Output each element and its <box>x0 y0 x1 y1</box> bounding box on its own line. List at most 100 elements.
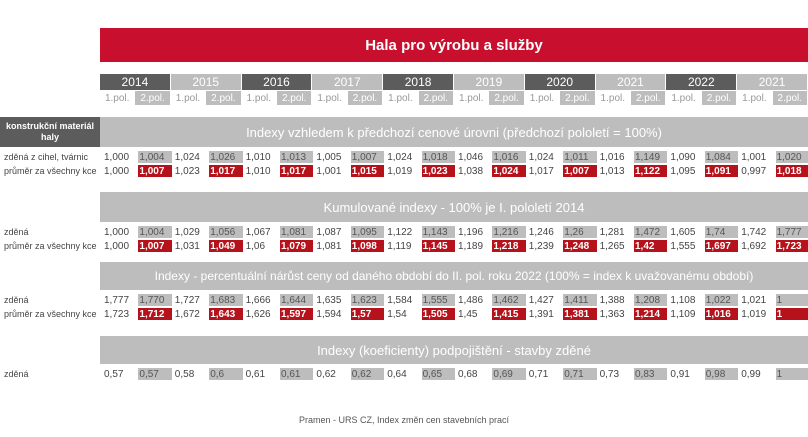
row-label: zděná <box>4 227 29 237</box>
value-cell: 1,623 <box>350 294 385 306</box>
value-cell: 1,007 <box>350 151 385 163</box>
page-title: Hala pro výrobu a služby <box>100 28 808 62</box>
value-cell: 1,189 <box>458 240 484 252</box>
value-cell: 1,022 <box>704 294 739 306</box>
value-cell: 0,997 <box>741 165 767 177</box>
value-cell: 1,388 <box>599 294 625 306</box>
value-cell: 1,712 <box>138 308 172 320</box>
value-cell: 1,038 <box>458 165 484 177</box>
value-cell: 1,007 <box>563 165 597 177</box>
year-label: 2022 <box>666 74 737 90</box>
row-label: průměr za všechny kce <box>4 166 97 176</box>
value-cell: 1,74 <box>704 226 739 238</box>
half-year-label: 2.pol. <box>206 91 241 105</box>
value-cell: 1,023 <box>421 165 455 177</box>
value-cell: 1,216 <box>492 226 526 238</box>
value-cell: 1,122 <box>634 165 668 177</box>
value-cell: 0,71 <box>563 368 597 380</box>
value-cell: 1,026 <box>209 151 243 163</box>
value-cell: 1,000 <box>104 240 130 252</box>
value-cell: 1,010 <box>245 165 271 177</box>
value-cell: 0,98 <box>704 368 739 380</box>
section-title: Kumulované indexy - 100% je I. pololetí … <box>100 192 808 222</box>
value-cell: 1,427 <box>528 294 554 306</box>
row-label: průměr za všechny kce <box>4 241 97 251</box>
value-cell: 0,65 <box>421 368 455 380</box>
value-cell: 1,004 <box>138 226 172 238</box>
value-cell: 1,119 <box>387 240 412 252</box>
value-cell: 1,049 <box>209 240 243 252</box>
value-cell: 1,019 <box>741 308 767 320</box>
value-cell: 0,62 <box>350 368 385 380</box>
value-cell: 1,381 <box>563 308 597 320</box>
year-label: 2021 <box>595 74 666 90</box>
value-cell: 1,046 <box>458 151 484 163</box>
value-cell: 1,023 <box>174 165 200 177</box>
value-cell: 1,079 <box>280 240 314 252</box>
value-cell: 1,029 <box>174 226 200 238</box>
value-cell: 1,472 <box>634 226 668 238</box>
value-cell: 0,71 <box>528 368 549 380</box>
value-cell: 1,020 <box>775 151 808 163</box>
section-title: Indexy vzhledem k předchozí cenové úrovn… <box>100 117 808 147</box>
value-cell: 0,61 <box>280 368 314 380</box>
value-cell: 1,770 <box>138 294 172 306</box>
value-cell: 1,000 <box>104 165 130 177</box>
value-cell: 1,742 <box>741 226 767 238</box>
value-cell: 1,683 <box>209 294 243 306</box>
half-year-label: 2.pol. <box>347 91 383 105</box>
value-cell: 1,777 <box>775 226 808 238</box>
value-cell: 1,091 <box>704 165 739 177</box>
year-label: 2015 <box>170 74 241 90</box>
year-label: 2014 <box>100 74 170 90</box>
value-cell: 1,218 <box>492 240 526 252</box>
value-cell: 1,644 <box>280 294 314 306</box>
year-label: 2019 <box>454 74 524 90</box>
material-label: konstrukční materiál haly <box>0 117 100 147</box>
value-cell: 1,692 <box>741 240 767 252</box>
value-cell: 1,056 <box>209 226 243 238</box>
value-cell: 1,605 <box>670 226 696 238</box>
value-cell: 1,45 <box>458 308 478 320</box>
value-cell: 1,723 <box>104 308 130 320</box>
value-cell: 1 <box>775 308 808 320</box>
year-label: 2016 <box>241 74 312 90</box>
half-year-label: 2.pol. <box>418 91 453 105</box>
value-cell: 1,095 <box>670 165 696 177</box>
value-cell: 1,196 <box>458 226 484 238</box>
value-cell: 1,505 <box>421 308 455 320</box>
value-cell: 1,016 <box>492 151 526 163</box>
value-cell: 1,007 <box>138 165 172 177</box>
half-year-label: 1.pol. <box>246 92 272 104</box>
value-cell: 1,281 <box>599 226 625 238</box>
half-year-label: 1.pol. <box>600 92 626 104</box>
value-cell: 1,265 <box>599 240 625 252</box>
value-cell: 0,61 <box>245 368 266 380</box>
value-cell: 1,016 <box>599 151 625 163</box>
source-note: Pramen - URS CZ, Index změn cen stavební… <box>298 415 510 425</box>
value-cell: 1,024 <box>528 151 554 163</box>
value-cell: 1,666 <box>245 294 271 306</box>
value-cell: 1,015 <box>350 165 385 177</box>
value-cell: 1,031 <box>174 240 200 252</box>
value-cell: 1,635 <box>316 294 342 306</box>
value-cell: 1,000 <box>104 151 130 163</box>
value-cell: 1,208 <box>634 294 668 306</box>
value-cell: 1,246 <box>528 226 554 238</box>
value-cell: 1,090 <box>670 151 696 163</box>
row-label: zděná <box>4 295 29 305</box>
value-cell: 1,26 <box>563 226 597 238</box>
value-cell: 1,145 <box>421 240 455 252</box>
year-label: 2021 <box>737 74 807 90</box>
half-year-label: 2.pol. <box>489 91 524 105</box>
value-cell: 1,415 <box>492 308 526 320</box>
value-cell: 0,91 <box>670 368 690 380</box>
half-year-label: 1.pol. <box>175 92 201 104</box>
value-cell: 1,42 <box>634 240 668 252</box>
value-cell: 1,081 <box>316 240 342 252</box>
value-cell: 1,067 <box>245 226 271 238</box>
half-year-label: 1.pol. <box>388 92 413 104</box>
value-cell: 1,54 <box>387 308 407 320</box>
value-cell: 1,017 <box>209 165 243 177</box>
year-label: 2020 <box>524 74 595 90</box>
